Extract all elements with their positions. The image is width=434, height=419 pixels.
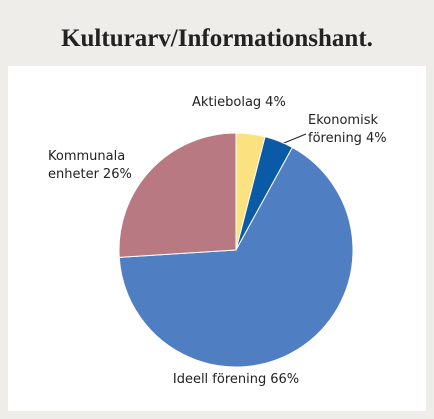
category-label: Ideell förening — [173, 372, 266, 387]
value-label: 66% — [270, 372, 299, 387]
pie-slice — [118, 146, 354, 368]
value-label: 4% — [265, 95, 286, 110]
pie-slice — [118, 132, 237, 258]
value-label: 26% — [103, 167, 132, 182]
category-label: Ekonomisk förening — [308, 113, 378, 146]
slice-label: Kommunala enheter 26% — [48, 149, 132, 182]
slice-label: Aktiebolag 4% — [192, 95, 286, 110]
value-label: 4% — [366, 131, 387, 146]
slice-label: Ideell förening 66% — [173, 372, 299, 387]
category-label: Aktiebolag — [192, 95, 261, 110]
chart-title: Kulturarv/Informationshant. — [61, 25, 373, 52]
slice-label: Ekonomisk förening 4% — [308, 113, 387, 146]
category-label: Kommunala enheter — [48, 149, 125, 182]
